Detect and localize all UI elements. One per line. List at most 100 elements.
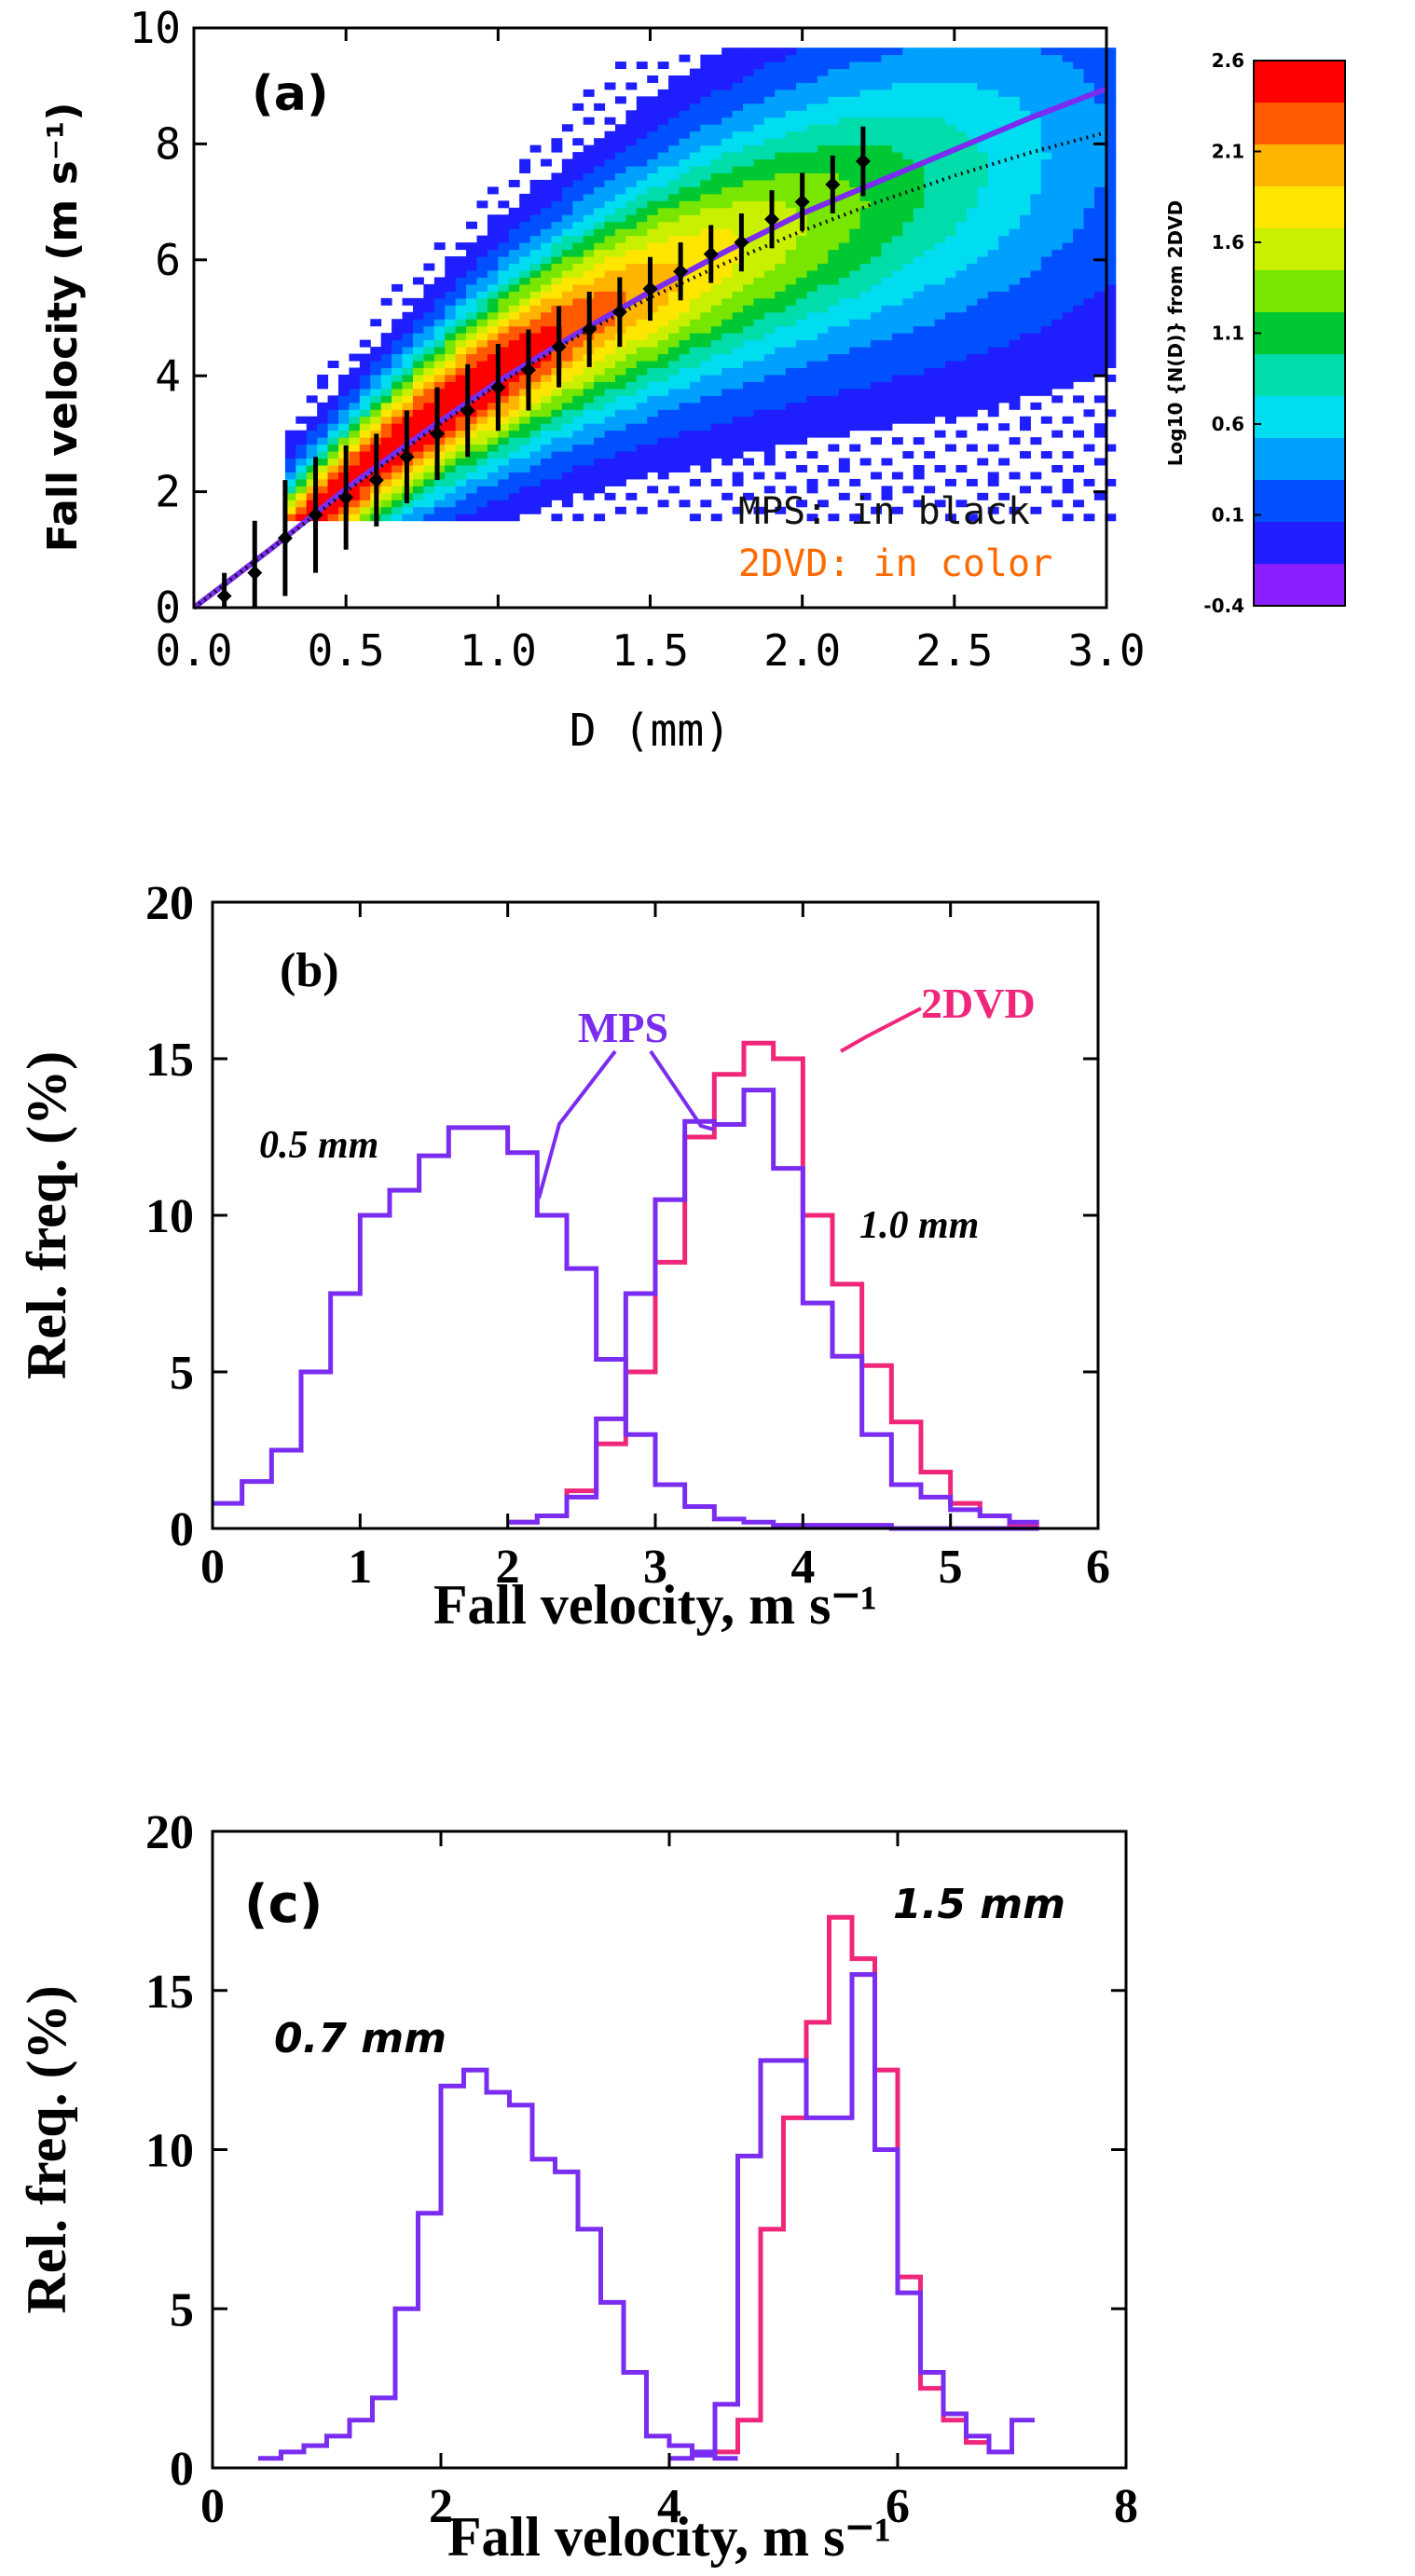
heat-cell bbox=[338, 381, 350, 390]
heat-cell bbox=[732, 305, 744, 313]
heat-cell bbox=[519, 486, 531, 494]
heat-cell bbox=[785, 319, 797, 327]
heat-cell bbox=[806, 478, 818, 486]
heat-cell bbox=[455, 423, 467, 432]
heat-cell bbox=[1040, 82, 1052, 90]
heat-cell bbox=[934, 124, 946, 132]
heat-cell bbox=[859, 110, 872, 118]
heat-cell bbox=[433, 500, 446, 508]
heat-cell bbox=[828, 75, 840, 83]
heat-cell bbox=[572, 409, 584, 418]
heat-cell bbox=[732, 200, 744, 209]
heat-cell bbox=[838, 458, 850, 466]
heat-cell bbox=[838, 124, 850, 132]
heat-cell bbox=[1105, 144, 1117, 153]
heat-cell bbox=[721, 277, 734, 285]
heat-cell bbox=[891, 269, 903, 278]
heat-cell bbox=[1009, 333, 1021, 341]
heat-cell bbox=[1051, 172, 1064, 181]
heat-cell bbox=[668, 388, 680, 396]
heat-cell bbox=[455, 444, 467, 452]
heat-cell bbox=[806, 193, 818, 201]
heat-cell bbox=[1073, 325, 1085, 334]
heat-cell bbox=[796, 103, 808, 111]
heat-cell bbox=[476, 478, 488, 486]
heat-cell bbox=[721, 339, 734, 348]
heat-cell bbox=[689, 388, 701, 396]
heat-cell bbox=[487, 249, 499, 257]
heat-cell bbox=[966, 166, 978, 173]
heat-cell bbox=[466, 361, 477, 368]
heat-cell bbox=[859, 138, 872, 146]
heat-cell bbox=[466, 451, 477, 459]
heat-cell bbox=[881, 402, 893, 410]
heat-cell bbox=[934, 158, 946, 167]
heat-cell bbox=[945, 89, 956, 97]
heat-cell bbox=[572, 214, 584, 223]
heat-cell bbox=[817, 193, 829, 201]
heat-cell bbox=[433, 242, 446, 251]
heat-cell bbox=[977, 305, 989, 313]
colorbar-cells bbox=[1254, 61, 1345, 607]
heat-cell bbox=[445, 297, 457, 306]
heat-cell bbox=[561, 395, 573, 404]
heat-cell bbox=[487, 430, 499, 438]
heat-cell bbox=[1030, 381, 1042, 390]
heat-cell bbox=[796, 464, 808, 473]
heat-cell bbox=[1019, 347, 1031, 355]
heat-cell bbox=[987, 263, 999, 271]
heat-cell bbox=[955, 214, 968, 223]
heat-cell bbox=[987, 297, 999, 306]
heat-cell bbox=[902, 235, 914, 243]
heat-cell bbox=[987, 319, 999, 327]
heat-cell bbox=[349, 500, 361, 508]
heat-cell bbox=[679, 138, 691, 146]
heat-cell bbox=[987, 54, 999, 62]
heat-cell bbox=[710, 361, 722, 368]
heat-cell bbox=[1105, 235, 1117, 243]
heat-cell bbox=[1093, 193, 1106, 201]
heat-cell bbox=[402, 325, 414, 334]
colorbar-tick-label: 1.1 bbox=[1212, 322, 1244, 345]
heat-cell bbox=[732, 172, 744, 181]
heat-cell bbox=[924, 339, 936, 348]
heat-cell bbox=[317, 423, 329, 432]
heat-cell bbox=[775, 339, 787, 348]
heat-cell bbox=[1051, 339, 1064, 348]
heat-cell bbox=[349, 402, 361, 410]
heat-cell bbox=[817, 430, 829, 438]
heat-cell bbox=[710, 263, 722, 271]
heat-cell bbox=[753, 269, 765, 278]
heat-cell bbox=[945, 172, 956, 181]
heat-cell bbox=[934, 207, 946, 215]
data-point bbox=[520, 362, 536, 377]
heat-cell bbox=[945, 214, 956, 223]
heat-cell bbox=[668, 325, 680, 334]
heat-cell bbox=[913, 144, 925, 153]
heat-cell bbox=[359, 437, 371, 445]
heat-cell bbox=[455, 339, 467, 348]
heat-cell bbox=[838, 89, 850, 97]
heat-cell bbox=[806, 430, 818, 438]
heat-cell bbox=[476, 409, 488, 418]
heat-cell bbox=[487, 353, 499, 362]
heat-cell bbox=[1073, 464, 1085, 473]
heat-cell bbox=[1019, 269, 1031, 278]
heat-cell bbox=[913, 152, 925, 160]
heat-cell bbox=[743, 333, 754, 341]
heat-cell bbox=[647, 458, 659, 466]
heat-cell bbox=[710, 235, 722, 243]
heat-cell bbox=[295, 437, 308, 445]
heat-cell bbox=[732, 96, 744, 104]
heat-cell bbox=[710, 221, 722, 229]
heat-cell bbox=[743, 89, 754, 97]
heat-cell bbox=[572, 388, 584, 396]
heat-cell bbox=[913, 193, 925, 201]
heat-cell bbox=[561, 416, 573, 424]
heat-cell bbox=[636, 423, 648, 432]
heat-cell bbox=[636, 325, 648, 334]
heat-cell bbox=[881, 207, 893, 215]
y-tick-label: 15 bbox=[145, 1034, 194, 1087]
heat-cell bbox=[1051, 158, 1064, 167]
heat-cell bbox=[306, 423, 318, 432]
